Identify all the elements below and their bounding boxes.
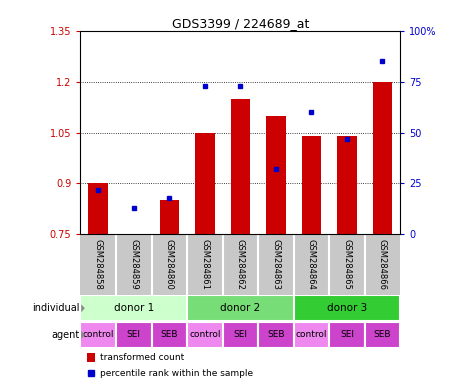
Bar	[230, 99, 250, 234]
Bar	[88, 184, 108, 234]
Bar	[364, 322, 399, 348]
Bar	[159, 200, 179, 234]
Text: GSM284859: GSM284859	[129, 239, 138, 290]
Text: transformed count: transformed count	[100, 353, 184, 362]
Text: GSM284863: GSM284863	[271, 239, 280, 290]
Text: GSM284865: GSM284865	[341, 239, 351, 290]
Text: individual: individual	[32, 303, 79, 313]
Bar	[257, 322, 293, 348]
Text: GSM284858: GSM284858	[94, 239, 102, 290]
Bar	[187, 322, 222, 348]
Polygon shape	[81, 304, 84, 312]
Bar	[265, 116, 285, 234]
Text: GSM284864: GSM284864	[306, 239, 315, 290]
Bar	[80, 295, 187, 321]
Text: agent: agent	[51, 330, 79, 340]
Text: percentile rank within the sample: percentile rank within the sample	[100, 369, 253, 377]
Text: SEB: SEB	[160, 331, 178, 339]
Text: control: control	[82, 331, 114, 339]
Text: SEB: SEB	[267, 331, 284, 339]
Text: control: control	[295, 331, 326, 339]
Title: GDS3399 / 224689_at: GDS3399 / 224689_at	[171, 17, 308, 30]
Text: SEI: SEI	[233, 331, 247, 339]
Text: SEI: SEI	[339, 331, 353, 339]
Bar	[222, 322, 257, 348]
Bar	[187, 295, 293, 321]
Bar	[372, 82, 392, 234]
Bar	[293, 295, 399, 321]
Text: donor 1: donor 1	[113, 303, 154, 313]
Text: control: control	[189, 331, 220, 339]
Text: donor 3: donor 3	[326, 303, 366, 313]
Text: donor 2: donor 2	[220, 303, 260, 313]
Text: SEB: SEB	[373, 331, 390, 339]
Text: GSM284862: GSM284862	[235, 239, 244, 290]
Bar	[116, 322, 151, 348]
Text: GSM284866: GSM284866	[377, 239, 386, 290]
Polygon shape	[81, 331, 84, 339]
Bar	[195, 132, 214, 234]
Bar	[329, 322, 364, 348]
Text: GSM284860: GSM284860	[164, 239, 174, 290]
Bar	[87, 353, 95, 362]
Bar	[336, 136, 356, 234]
Bar	[151, 322, 187, 348]
Text: SEI: SEI	[127, 331, 140, 339]
Bar	[301, 136, 320, 234]
Bar	[80, 322, 116, 348]
Bar	[293, 322, 329, 348]
Text: GSM284861: GSM284861	[200, 239, 209, 290]
